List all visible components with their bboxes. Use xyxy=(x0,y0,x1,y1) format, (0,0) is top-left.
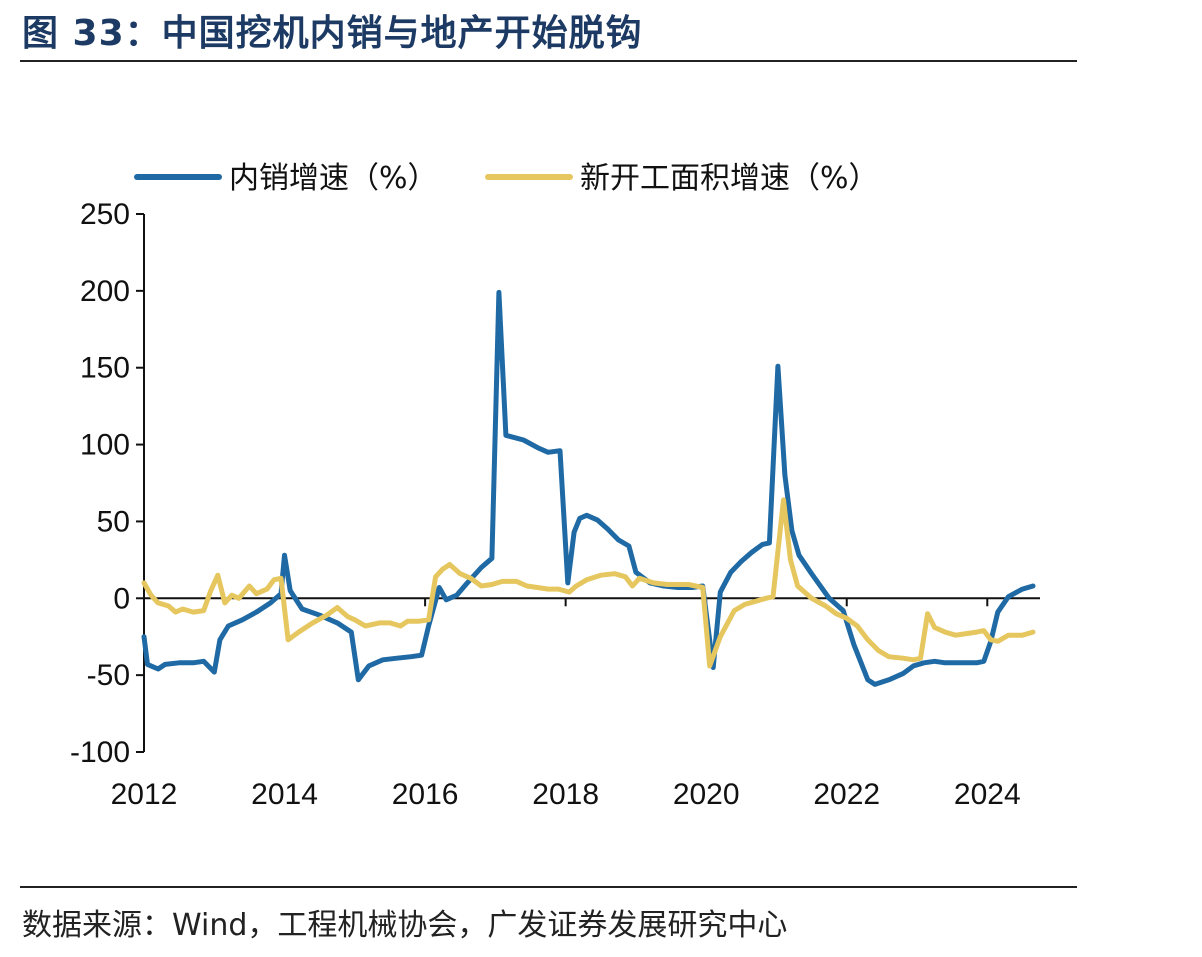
y-tick-label: 0 xyxy=(113,582,130,615)
series-line-1 xyxy=(141,289,1036,687)
x-tick-label: 2022 xyxy=(813,778,880,811)
y-tick-label: 250 xyxy=(80,198,130,231)
x-tick-label: 2012 xyxy=(111,778,178,811)
figure-title: 图 33：中国挖机内销与地产开始脱钩 xyxy=(22,13,643,54)
y-axis: 250 200 150 100 50 0 -50 -100 xyxy=(70,198,145,769)
data-source: 数据来源：Wind，工程机械协会，广发证券发展研究中心 xyxy=(22,908,788,943)
series-line-2 xyxy=(141,497,1036,669)
legend-label: 内销增速（%） xyxy=(229,161,438,196)
x-tick-label: 2016 xyxy=(392,778,459,811)
chart-legend: 内销增速（%） 新开工面积增速（%） xyxy=(134,161,879,196)
x-tick-label: 2020 xyxy=(673,778,740,811)
y-tick-label: -100 xyxy=(70,736,130,769)
y-tick-label: -50 xyxy=(87,659,130,692)
legend-label: 新开工面积增速（%） xyxy=(580,161,879,196)
x-axis: 2012 2014 2016 2018 2020 2022 2024 xyxy=(111,597,1040,811)
x-tick-label: 2024 xyxy=(954,778,1021,811)
x-tick-label: 2018 xyxy=(532,778,599,811)
x-tick-label: 2014 xyxy=(251,778,318,811)
y-tick-label: 100 xyxy=(80,429,130,462)
series-layer xyxy=(141,289,1036,687)
title-rule xyxy=(20,60,1077,62)
y-tick-label: 50 xyxy=(97,505,130,538)
source-rule xyxy=(20,886,1077,888)
y-tick-label: 200 xyxy=(80,275,130,308)
y-tick-label: 150 xyxy=(80,352,130,385)
